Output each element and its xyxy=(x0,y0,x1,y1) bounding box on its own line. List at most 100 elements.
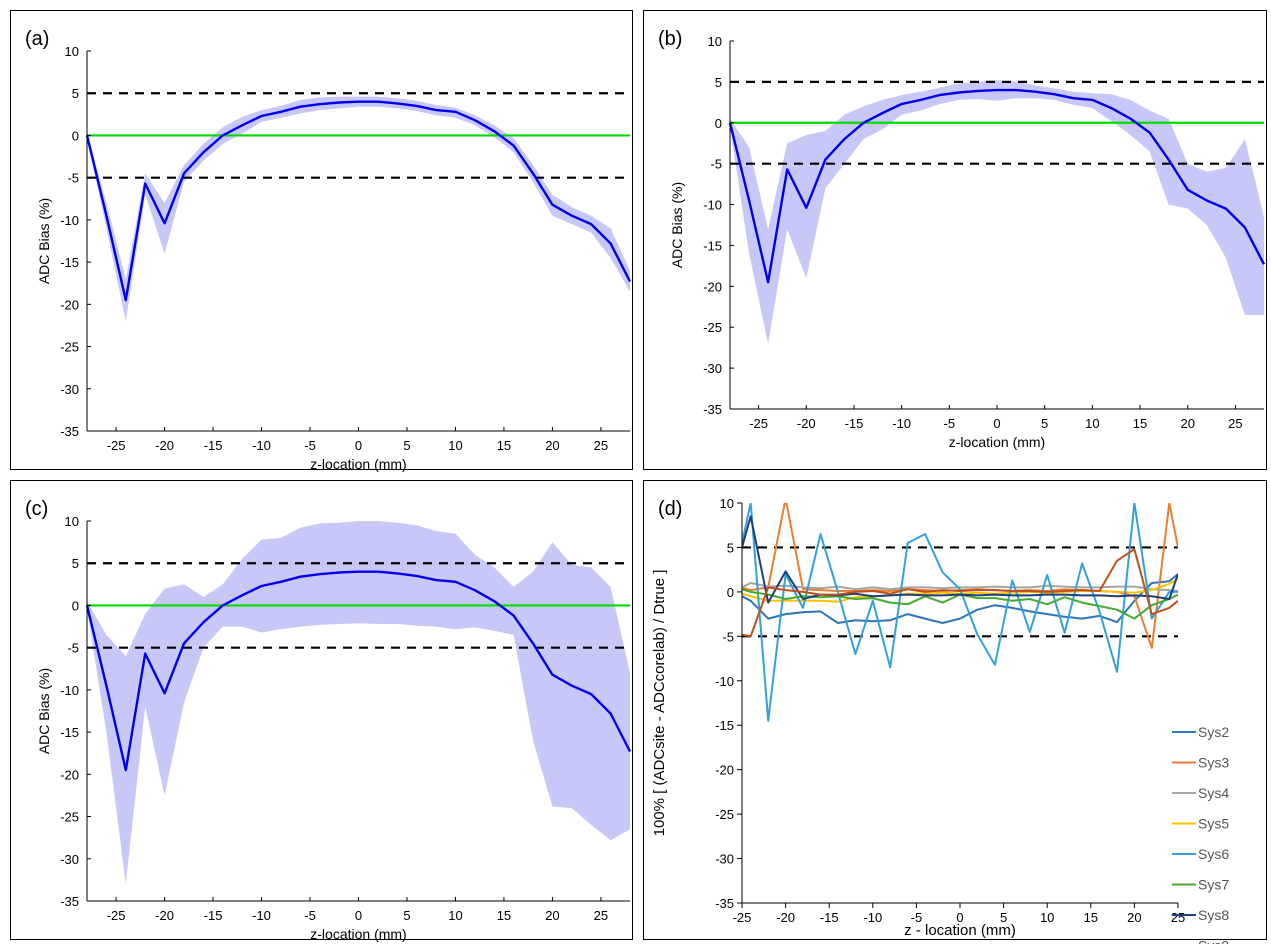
y-tick-label: 0 xyxy=(715,116,722,131)
x-tick-label: -10 xyxy=(863,910,882,925)
x-tick-label: 20 xyxy=(545,438,559,453)
series-line-sys9 xyxy=(742,548,1178,638)
x-tick-label: -5 xyxy=(304,908,316,923)
x-tick-label: -25 xyxy=(107,908,126,923)
x-tick-label: -20 xyxy=(155,438,174,453)
series-line-sys3 xyxy=(742,503,1178,649)
x-tick-label: 20 xyxy=(1180,416,1194,431)
y-tick-label: 10 xyxy=(65,514,79,529)
series-line-mean xyxy=(85,100,632,302)
x-tick-label: 25 xyxy=(594,908,608,923)
y-tick-label: -25 xyxy=(60,810,79,825)
legend-label-sys7: Sys7 xyxy=(1198,877,1229,893)
series-line-sys2 xyxy=(742,573,1178,624)
x-tick-label: 10 xyxy=(1040,910,1054,925)
x-axis-label: z-location (mm) xyxy=(949,434,1045,450)
x-tick-label: 15 xyxy=(497,908,511,923)
y-axis-label: ADC Bias (%) xyxy=(36,198,52,284)
y-tick-label: -30 xyxy=(703,361,722,376)
y-tick-label: 5 xyxy=(715,75,722,90)
y-tick-label: 10 xyxy=(708,34,722,49)
x-tick-label: 10 xyxy=(448,438,462,453)
confidence-band xyxy=(730,80,1264,344)
y-tick-label: -20 xyxy=(715,763,734,778)
x-tick-label: 20 xyxy=(545,908,559,923)
confidence-band xyxy=(87,96,630,322)
y-tick-label: -15 xyxy=(60,725,79,740)
x-tick-label: 25 xyxy=(594,438,608,453)
y-tick-label: 10 xyxy=(65,44,79,59)
y-tick-label: -10 xyxy=(60,213,79,228)
x-tick-label: 20 xyxy=(1127,910,1141,925)
y-tick-label: -35 xyxy=(60,424,79,439)
panel-label: (b) xyxy=(658,28,682,50)
y-tick-label: -25 xyxy=(715,807,734,822)
x-tick-label: 10 xyxy=(1085,416,1099,431)
legend-label-sys3: Sys3 xyxy=(1198,755,1229,771)
legend-label-sys2: Sys2 xyxy=(1198,724,1229,740)
series-line-mean xyxy=(85,570,632,772)
y-tick-label: -30 xyxy=(715,852,734,867)
y-tick-label: -5 xyxy=(710,157,722,172)
x-tick-label: 0 xyxy=(355,438,362,453)
x-tick-label: -15 xyxy=(204,438,223,453)
chart-svg: (a) 10 5 0 -5 -10 -15 -20 -25 -30 -35 -25 -20 -15 -10 -… xyxy=(25,28,632,472)
confidence-band xyxy=(87,521,630,885)
y-tick-label: -5 xyxy=(67,171,79,186)
y-tick-label: -15 xyxy=(60,255,79,270)
legend-label-sys9: Sys9 xyxy=(1198,938,1229,944)
y-axis-label: ADC Bias (%) xyxy=(36,668,52,754)
x-tick-label: 5 xyxy=(1041,416,1048,431)
series-group xyxy=(742,503,1178,722)
x-tick-label: -15 xyxy=(845,416,864,431)
series-line-mean xyxy=(728,88,1266,284)
y-tick-label: -20 xyxy=(703,279,722,294)
legend-label-sys5: Sys5 xyxy=(1198,816,1229,832)
chart-svg: (b) 10 5 0 -5 -10 -15 -20 -25 -30 -35 -25 -20 -15 -10 -… xyxy=(658,28,1266,450)
y-tick-label: -30 xyxy=(60,382,79,397)
x-tick-label: -10 xyxy=(892,416,911,431)
x-tick-label: -5 xyxy=(911,910,923,925)
x-tick-label: 0 xyxy=(956,910,963,925)
x-tick-label: 15 xyxy=(1084,910,1098,925)
x-tick-label: 25 xyxy=(1171,910,1185,925)
series-line-sys4 xyxy=(742,582,1178,592)
series-line-sys6 xyxy=(742,503,1178,722)
legend-label-sys6: Sys6 xyxy=(1198,846,1229,862)
x-tick-label: -15 xyxy=(820,910,839,925)
x-tick-label: 0 xyxy=(355,908,362,923)
y-tick-label: -35 xyxy=(60,894,79,909)
y-tick-label: 5 xyxy=(727,540,734,555)
y-tick-label: 10 xyxy=(720,496,734,511)
x-tick-label: -25 xyxy=(107,438,126,453)
x-tick-label: 5 xyxy=(403,908,410,923)
y-tick-label: -25 xyxy=(703,320,722,335)
legend-label-sys8: Sys8 xyxy=(1198,907,1229,923)
x-tick-label: 10 xyxy=(448,908,462,923)
x-tick-label: -20 xyxy=(776,910,795,925)
y-tick-label: 5 xyxy=(72,556,79,571)
panel-d: (d) 10 5 0 -5 -10 -15 -20 -25 -30 -35 -25 -20 -15 -10-… xyxy=(643,480,1267,944)
x-tick-label: -25 xyxy=(749,416,768,431)
y-tick-label: 5 xyxy=(72,86,79,101)
x-tick-label: -25 xyxy=(733,910,752,925)
y-tick-label: 0 xyxy=(727,585,734,600)
panel-label: (d) xyxy=(658,498,682,520)
y-tick-label: -15 xyxy=(715,718,734,733)
chart-svg: (c) 10 5 0 -5 -10 -15 -20 -25 -30 -35 -25 -20 -15 -10 -… xyxy=(25,498,632,942)
legend: Sys2 Sys3 Sys4 Sys5 Sys6 Sys7 Sys8 Sys9 xyxy=(1172,724,1229,944)
legend-label-sys4: Sys4 xyxy=(1198,785,1229,801)
x-tick-label: 15 xyxy=(497,438,511,453)
x-tick-label: 25 xyxy=(1228,416,1242,431)
panel-a: (a) 10 5 0 -5 -10 -15 -20 -25 -30 -35 -25 -20 -15 -10 -… xyxy=(10,10,633,472)
x-tick-label: -10 xyxy=(252,438,271,453)
panel-c: (c) 10 5 0 -5 -10 -15 -20 -25 -30 -35 -25 -20 -15 -10 -… xyxy=(10,480,633,942)
y-tick-label: -20 xyxy=(60,767,79,782)
y-tick-label: -35 xyxy=(703,402,722,417)
x-tick-label: -20 xyxy=(797,416,816,431)
y-tick-label: 0 xyxy=(72,128,79,143)
x-tick-label: -10 xyxy=(252,908,271,923)
x-tick-label: -5 xyxy=(944,416,956,431)
x-tick-label: 0 xyxy=(993,416,1000,431)
